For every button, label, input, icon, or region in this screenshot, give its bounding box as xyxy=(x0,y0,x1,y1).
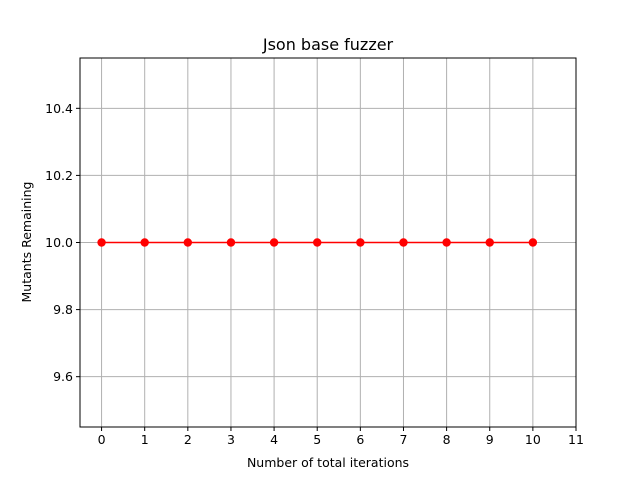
data-point xyxy=(313,238,322,247)
x-tick-label: 1 xyxy=(141,432,149,447)
x-tick-label: 5 xyxy=(313,432,321,447)
y-tick-label: 10.2 xyxy=(45,168,73,183)
x-tick-label: 7 xyxy=(400,432,408,447)
x-tick-label: 4 xyxy=(270,432,278,447)
data-point xyxy=(399,238,408,247)
x-axis-ticks: 0 1 2 3 4 5 6 7 8 9 10 11 xyxy=(98,427,584,447)
data-point xyxy=(356,238,365,247)
x-tick-label: 2 xyxy=(184,432,192,447)
y-axis-ticks: 9.6 9.8 10.0 10.2 10.4 xyxy=(45,101,80,384)
data-point xyxy=(485,238,494,247)
x-tick-label: 9 xyxy=(486,432,494,447)
y-tick-label: 9.6 xyxy=(53,369,73,384)
y-tick-label: 10.4 xyxy=(45,101,73,116)
data-point xyxy=(140,238,149,247)
data-point xyxy=(528,238,538,247)
data-point xyxy=(97,238,106,247)
y-axis-label: Mutants Remaining xyxy=(19,182,34,303)
x-tick-label: 3 xyxy=(227,432,235,447)
data-point xyxy=(183,238,193,247)
y-tick-label: 9.8 xyxy=(53,302,73,317)
chart-title: Json base fuzzer xyxy=(262,35,394,54)
series-layer xyxy=(97,238,538,247)
data-point xyxy=(442,238,451,247)
x-axis-label: Number of total iterations xyxy=(247,455,409,470)
y-tick-label: 10.0 xyxy=(45,235,73,250)
data-point xyxy=(226,238,236,247)
data-point xyxy=(269,238,279,247)
x-tick-label: 11 xyxy=(568,432,584,447)
x-tick-label: 6 xyxy=(356,432,364,447)
x-tick-label: 8 xyxy=(443,432,451,447)
x-tick-label: 0 xyxy=(98,432,106,447)
x-tick-label: 10 xyxy=(525,432,541,447)
